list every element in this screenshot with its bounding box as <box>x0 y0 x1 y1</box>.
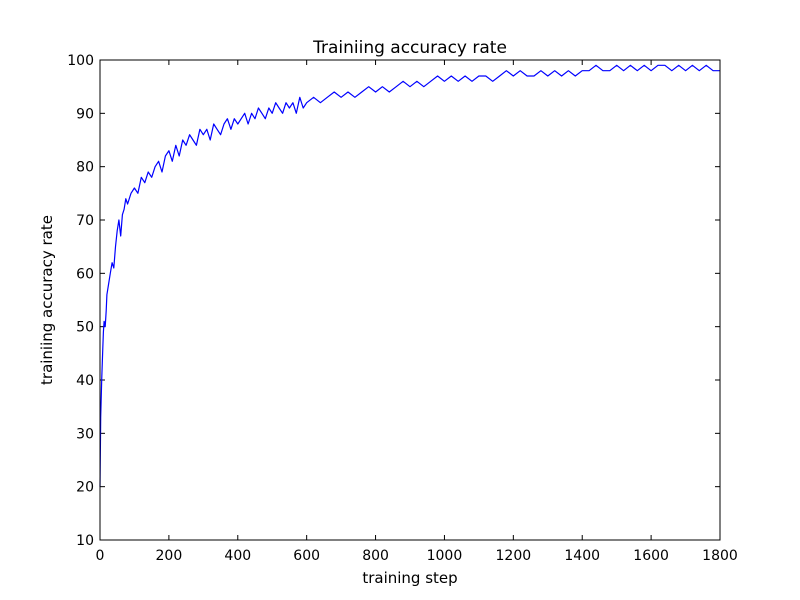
x-tick-label: 1400 <box>564 548 600 564</box>
x-tick-label: 1600 <box>633 548 669 564</box>
y-tick-label: 90 <box>76 106 94 122</box>
series-line <box>99 64 720 487</box>
y-tick-label: 100 <box>67 53 94 69</box>
y-tick-label: 80 <box>76 160 94 176</box>
y-tick-label: 40 <box>76 373 94 389</box>
x-tick-label: 1200 <box>496 548 532 564</box>
y-tick-label: 20 <box>76 480 94 496</box>
x-tick-label: 200 <box>156 548 183 564</box>
x-tick-label: 1000 <box>427 548 463 564</box>
y-tick-label: 10 <box>76 533 94 549</box>
y-tick-label: 30 <box>76 426 94 442</box>
x-tick-label: 800 <box>362 548 389 564</box>
y-tick-label: 70 <box>76 213 94 229</box>
y-tick-label: 50 <box>76 320 94 336</box>
ticks-layer: 0 200 400 600 800 1000 1200 1400 1600 1800 10 20 30 4… <box>67 53 738 564</box>
chart-title: Trainiing accuracy rate <box>312 38 507 58</box>
x-axis-label: training step <box>362 569 457 587</box>
x-tick-label: 0 <box>96 548 105 564</box>
x-tick-label: 1800 <box>702 548 738 564</box>
plot-frame <box>99 59 721 541</box>
x-tick-label: 400 <box>224 548 251 564</box>
y-tick-label: 60 <box>76 266 94 282</box>
x-tick-label: 600 <box>293 548 320 564</box>
y-axis-label: trainiing accuracy rate <box>38 215 56 385</box>
